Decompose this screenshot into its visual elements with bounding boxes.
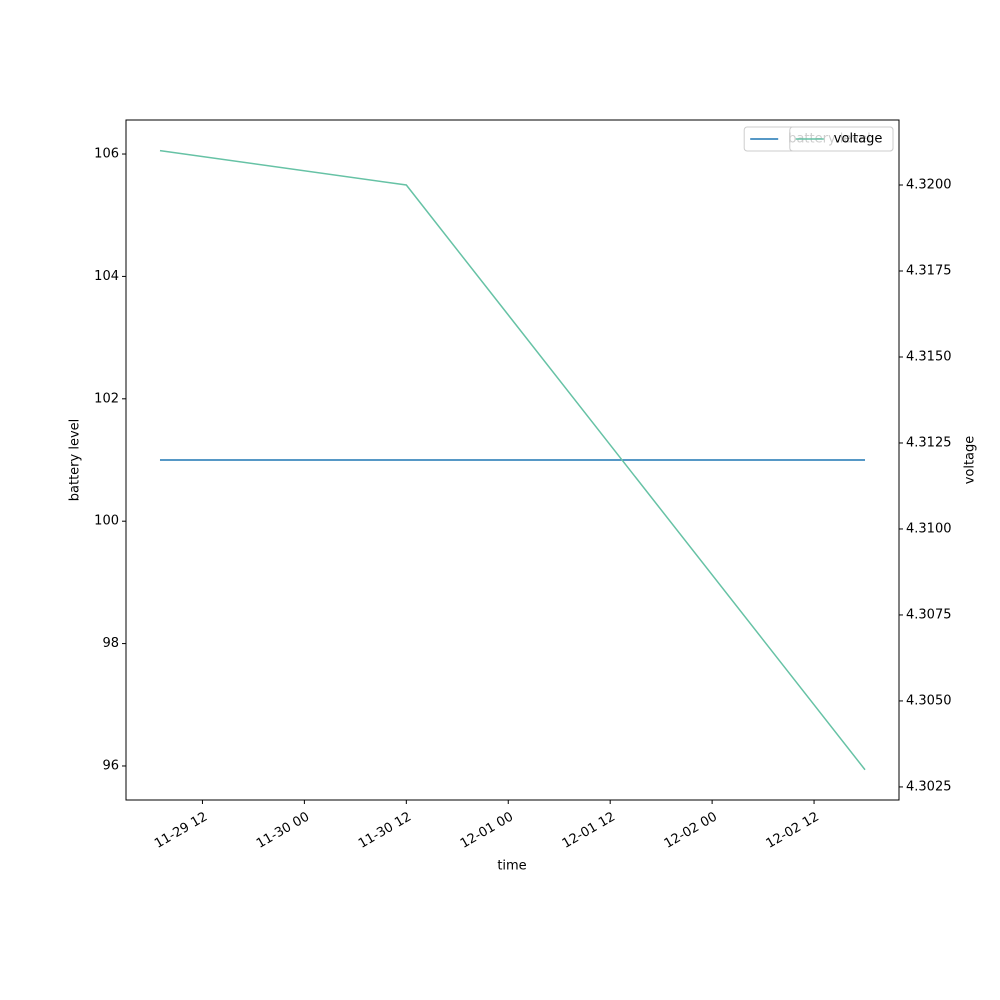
y-tick-label: 100 — [94, 514, 119, 529]
y-tick-label: 106 — [94, 147, 119, 162]
y2-tick-label: 4.3100 — [906, 521, 952, 536]
y2-tick-label: 4.3125 — [906, 435, 952, 450]
y2-tick-label: 4.3050 — [906, 693, 952, 708]
y2-tick-label: 4.3025 — [906, 779, 952, 794]
y-tick-label: 96 — [102, 758, 119, 773]
legend-label: voltage — [834, 132, 883, 147]
legend: voltage — [789, 126, 894, 152]
y-tick-label: 102 — [94, 391, 119, 406]
y2-tick-label: 4.3200 — [906, 178, 952, 193]
y-axis-label: battery level — [68, 419, 83, 502]
y-tick-label: 98 — [102, 636, 119, 651]
y-tick-label: 104 — [94, 269, 119, 284]
y2-tick-label: 4.3175 — [906, 263, 952, 278]
y2-tick-label: 4.3150 — [906, 349, 952, 364]
legend-box — [789, 126, 894, 152]
y2-axis-label: voltage — [963, 436, 978, 485]
series-line — [159, 149, 866, 771]
plot-frame — [125, 119, 900, 801]
y2-tick-label: 4.3075 — [906, 607, 952, 622]
x-axis-label: time — [497, 859, 526, 874]
